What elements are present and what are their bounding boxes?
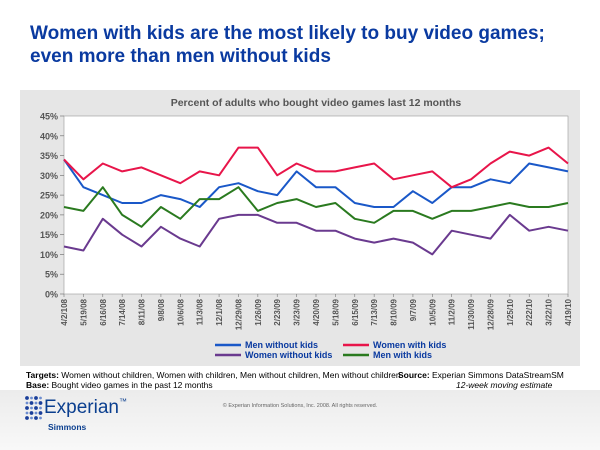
logo-dot: [25, 401, 29, 405]
x-tick-label: 9/8/08: [157, 298, 166, 321]
x-tick-label: 10/6/08: [176, 298, 185, 325]
source-text: Experian Simmons DataStreamSM: [429, 370, 564, 380]
x-tick-label: 12/1/08: [215, 298, 224, 325]
x-tick-label: 2/23/09: [273, 298, 282, 325]
x-tick-label: 8/10/09: [390, 298, 399, 325]
logo-dot: [25, 416, 29, 420]
chart-title: Percent of adults who bought video games…: [171, 97, 462, 109]
logo-dot: [38, 411, 43, 415]
legend-label-men-with-kids: Men with kids: [373, 350, 432, 360]
headline-line-1: Women with kids are the most likely to b…: [30, 23, 545, 44]
source-note: Source: Experian Simmons DataStreamSM: [398, 370, 564, 380]
base-text: Bought video games in the past 12 months: [49, 380, 213, 390]
logo-dot: [39, 416, 42, 420]
logo-wordmark: Experian™: [44, 397, 127, 419]
logo-dot: [39, 406, 42, 410]
y-tick-label: 5%: [45, 270, 58, 280]
source-label: Source:: [398, 370, 430, 380]
logo-dot: [38, 401, 43, 405]
x-tick-label: 3/23/09: [293, 298, 302, 325]
x-tick-label: 7/14/08: [118, 298, 127, 325]
series-line-women-with-kids: [63, 146, 569, 189]
logo-dot: [25, 406, 29, 410]
logo-dot: [25, 411, 29, 415]
x-tick-label: 7/13/09: [370, 298, 379, 325]
y-tick-label: 25%: [40, 191, 58, 201]
targets-text: Women without children, Women with child…: [58, 370, 401, 380]
targets-note: Targets: Women without children, Women w…: [26, 370, 401, 380]
y-tick-label: 20%: [40, 210, 58, 220]
y-tick-label: 15%: [40, 230, 58, 240]
x-tick-label: 12/28/09: [486, 298, 495, 330]
logo-dot: [29, 411, 34, 415]
logo-dot: [34, 401, 38, 405]
series-line-men-with-kids: [63, 186, 569, 228]
x-tick-label: 4/2/108: [60, 298, 69, 325]
logo-dot: [29, 401, 34, 405]
logo-dot: [39, 396, 42, 400]
logo-dot: [30, 406, 33, 410]
x-tick-label: 9/7/09: [409, 298, 418, 321]
x-tick-label: 8/11/08: [138, 298, 147, 325]
y-tick-label: 0%: [45, 290, 58, 300]
chart-panel: Percent of adults who bought video games…: [20, 90, 580, 366]
targets-label: Targets:: [26, 370, 59, 380]
logo-dot: [25, 396, 29, 400]
x-tick-label: 5/19/08: [79, 298, 88, 325]
x-tick-label: 11/3/08: [196, 298, 205, 325]
logo-dot: [34, 396, 38, 400]
x-tick-label: 4/19/10: [564, 298, 573, 325]
x-tick-label: 11/2/09: [448, 298, 457, 325]
moving-estimate-note: 12-week moving estimate: [456, 380, 553, 390]
headline: Women with kids are the most likely to b…: [30, 22, 590, 68]
series-line-women-without-kids: [63, 213, 569, 256]
base-note: Base: Bought video games in the past 12 …: [26, 380, 213, 390]
y-tick-label: 40%: [40, 131, 58, 141]
series-line-men-without-kids: [63, 158, 569, 208]
logo-dot: [30, 416, 33, 420]
x-tick-label: 1/26/09: [254, 298, 263, 325]
logo-dots-icon: [25, 396, 43, 420]
x-tick-label: 1/25/10: [506, 298, 515, 325]
legend-label-men-without-kids: Men without kids: [245, 340, 318, 350]
copyright-text: © Experian Information Solutions, Inc. 2…: [222, 403, 378, 409]
logo-subtitle: Simmons: [48, 422, 87, 432]
logo-tm: ™: [119, 397, 127, 406]
y-tick-label: 45%: [40, 112, 58, 122]
headline-line-2: even more than men without kids: [30, 46, 331, 67]
logo-dot: [34, 416, 38, 420]
line-chart: Percent of adults who bought video games…: [40, 97, 573, 360]
experian-logo: Experian™ Simmons: [24, 393, 164, 441]
x-tick-label: 12/29/08: [234, 298, 243, 330]
y-tick-label: 10%: [40, 250, 58, 260]
base-label: Base:: [26, 380, 50, 390]
legend-label-women-without-kids: Women without kids: [245, 350, 332, 360]
logo-dot: [30, 396, 33, 400]
x-tick-label: 11/30/09: [467, 298, 476, 329]
x-tick-label: 6/16/08: [99, 298, 108, 325]
x-tick-label: 2/22/10: [525, 298, 534, 325]
x-tick-label: 5/18/09: [331, 298, 340, 325]
plot-area: [63, 115, 569, 295]
x-tick-label: 10/5/09: [428, 298, 437, 325]
logo-dot: [34, 406, 38, 410]
y-tick-label: 35%: [40, 151, 58, 161]
footer: [0, 390, 600, 450]
x-tick-label: 6/15/09: [351, 298, 360, 325]
x-tick-label: 4/20/09: [312, 298, 321, 325]
logo-word-text: Experian: [44, 397, 119, 418]
legend-label-women-with-kids: Women with kids: [373, 340, 446, 350]
x-tick-label: 3/22/10: [545, 298, 554, 325]
logo-dot: [34, 411, 38, 415]
y-tick-label: 30%: [40, 171, 58, 181]
